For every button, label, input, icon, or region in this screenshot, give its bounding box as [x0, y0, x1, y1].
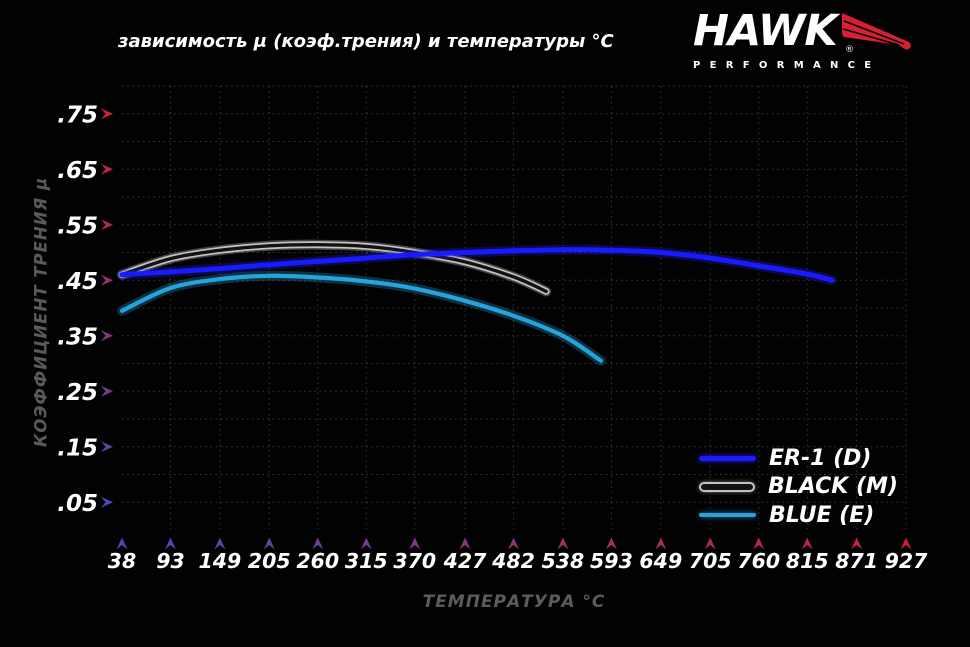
- legend-line-sample-black: [699, 481, 755, 492]
- x-tick-arrow-icon: [214, 537, 226, 550]
- x-tick-arrow-icon: [557, 537, 569, 550]
- x-tick-label: 815: [786, 549, 829, 573]
- x-tick-arrow-icon: [655, 537, 667, 550]
- x-tick-arrow-icon: [753, 537, 765, 550]
- y-axis-title: КОЭФФИЦИЕНТ ТРЕНИЯ μ: [31, 176, 51, 448]
- x-tick-arrow-icon: [360, 537, 372, 550]
- x-tick-arrow-icon: [263, 537, 275, 550]
- hawk-logo: HAWK ® PERFORMANCE: [693, 9, 915, 71]
- y-tick-arrow-icon: [101, 496, 113, 508]
- hawk-wing-icon: [841, 13, 911, 50]
- y-tick-arrow-icon: [101, 385, 113, 397]
- x-tick-label: 538: [542, 549, 585, 573]
- x-tick-label: 149: [198, 549, 241, 573]
- x-tick-arrow-icon: [605, 537, 617, 550]
- legend-line-sample-blue: [699, 513, 756, 518]
- x-tick-arrow-icon: [165, 537, 177, 550]
- series-core: [120, 242, 548, 294]
- x-tick-arrow-icon: [900, 537, 912, 550]
- chart-title: зависимость μ (коэф.трения) и температур…: [118, 31, 614, 52]
- hawk-brand-text: HAWK: [693, 6, 838, 56]
- x-tick-label: 427: [443, 549, 488, 573]
- x-tick-label: 93: [156, 549, 185, 573]
- x-tick-label: 370: [393, 549, 436, 573]
- x-tick-label: 871: [835, 549, 878, 573]
- y-tick-arrow-icon: [101, 441, 113, 453]
- y-tick-label: .45: [57, 269, 98, 295]
- series-core: [119, 247, 835, 283]
- grid: [122, 85, 907, 529]
- x-tick-label: 315: [345, 549, 388, 573]
- legend-item-black: BLACK (M): [699, 473, 898, 502]
- x-tick-arrow-icon: [508, 537, 520, 550]
- x-tick-arrow-icon: [312, 537, 324, 550]
- legend-item-blue: BLUE (E): [699, 501, 898, 530]
- x-tick-arrow-icon: [704, 537, 716, 550]
- hawk-logo-row: HAWK ®: [693, 9, 915, 57]
- legend-label-er1: ER-1 (D): [769, 445, 872, 471]
- legend-label-blue: BLUE (E): [769, 502, 875, 528]
- legend-line-sample-er1: [699, 455, 756, 461]
- x-tick-label: 927: [885, 549, 929, 573]
- series-line-er-1-d: [117, 244, 837, 286]
- series-core: [119, 273, 603, 363]
- y-tick-arrow-icon: [101, 163, 113, 175]
- x-axis-title: ТЕМПЕРАТУРА °C: [422, 592, 606, 612]
- series-line-black-m: [117, 239, 552, 297]
- y-tick-arrow-icon: [101, 108, 113, 120]
- x-tick-label: 649: [639, 549, 682, 573]
- y-tick-arrow-icon: [101, 330, 113, 342]
- x-tick-label: 705: [689, 549, 732, 573]
- hawk-performance-text: PERFORMANCE: [693, 60, 881, 71]
- x-tick-arrow-icon: [116, 537, 128, 550]
- y-tick-label: .65: [57, 158, 98, 184]
- x-tick-label: 760: [737, 549, 780, 573]
- x-tick-label: 593: [590, 549, 633, 573]
- x-tick-arrow-icon: [851, 537, 863, 550]
- x-tick-label: 205: [248, 549, 291, 573]
- x-tick-label: 38: [108, 549, 137, 573]
- x-tick-label: 260: [296, 549, 339, 573]
- y-tick-label: .15: [57, 435, 98, 461]
- x-tick-arrow-icon: [801, 537, 813, 550]
- registered-trademark-icon: ®: [845, 45, 854, 55]
- y-tick-label: .25: [57, 380, 98, 406]
- y-tick-label: .05: [57, 491, 98, 517]
- x-tick-arrow-icon: [459, 537, 471, 550]
- legend-label-black: BLACK (M): [768, 474, 898, 500]
- y-tick-label: .55: [57, 213, 98, 239]
- series-line-blue-e: [117, 270, 606, 366]
- y-tick-arrow-icon: [101, 274, 113, 286]
- legend: ER-1 (D) BLACK (M) BLUE (E): [699, 444, 898, 530]
- y-tick-arrow-icon: [101, 219, 113, 231]
- y-tick-label: .35: [57, 324, 98, 350]
- x-tick-arrow-icon: [409, 537, 421, 550]
- legend-item-er1: ER-1 (D): [699, 444, 898, 473]
- x-tick-label: 482: [491, 549, 535, 573]
- y-tick-label: .75: [57, 102, 98, 128]
